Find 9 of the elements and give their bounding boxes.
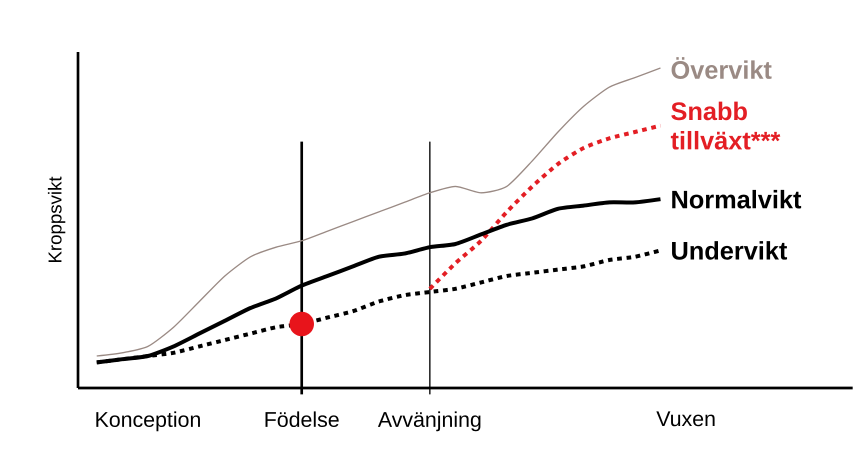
x-tick-label: Födelse bbox=[266, 411, 339, 428]
series-label: Snabb tillväxt*** bbox=[670, 102, 780, 150]
series-label: Övervikt bbox=[672, 57, 772, 79]
y-axis-title: Kroppsvikt bbox=[48, 176, 66, 262]
series-label: Normalvikt bbox=[672, 190, 802, 209]
series-label: Undervikt bbox=[672, 241, 788, 260]
x-tick-label: Avvänjning bbox=[378, 411, 480, 432]
x-tick-label: Konception bbox=[96, 411, 200, 432]
x-tick-label: Vuxen bbox=[656, 411, 715, 426]
